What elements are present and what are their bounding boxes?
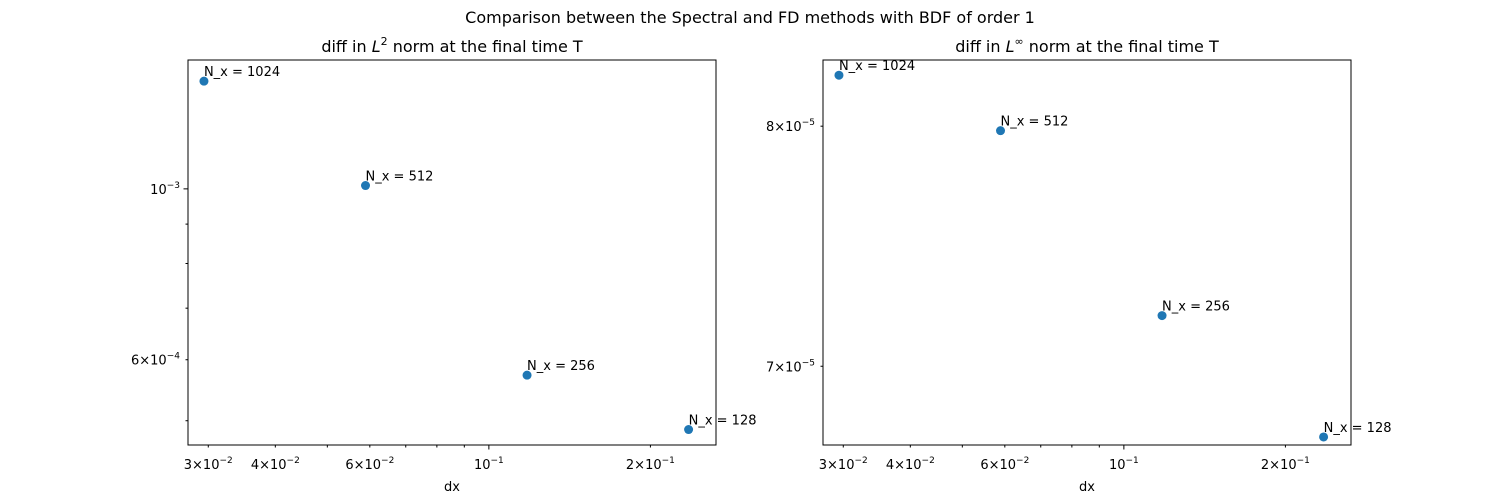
x-tick-label: 6×10−2 [345,456,394,473]
x-tick-label: 4×10−2 [886,456,935,473]
y-tick-label: 7×10−5 [766,358,815,375]
axes-frame [822,59,1352,446]
point-annotation: N_x = 1024 [839,59,915,74]
subplot-1: diff in L2 norm at the final time T dx 10−… [131,35,756,495]
subplot-title: diff in L∞ norm at the final time T [955,35,1219,56]
x-tick-label: 6×10−2 [980,456,1029,473]
data-point [1319,432,1329,442]
data-point [996,126,1006,136]
point-annotation: N_x = 256 [1162,300,1230,315]
point-annotation: N_x = 512 [1001,115,1069,130]
point-annotation: N_x = 128 [689,414,757,429]
x-tick-label: 4×10−2 [251,456,300,473]
data-point [522,370,532,380]
axes-frame [187,59,717,446]
data-point [684,425,694,435]
y-tick-label: 10−3 [150,181,180,198]
x-tick-label: 3×10−2 [184,456,233,473]
point-annotation: N_x = 128 [1324,421,1392,436]
y-tick-label: 6×10−4 [131,352,180,369]
data-point [834,70,844,80]
point-annotation: N_x = 1024 [204,65,280,80]
data-point [1157,311,1167,321]
x-tick-label: 2×10−1 [1261,456,1310,473]
subplot-2: diff in L∞ norm at the final time T dx 10−… [766,35,1391,495]
point-annotation: N_x = 256 [527,359,595,374]
x-tick-label: 10−1 [474,456,504,473]
x-tick-label: 2×10−1 [626,456,675,473]
figure-title: Comparison between the Spectral and FD m… [465,8,1035,27]
data-point [361,181,371,191]
data-point [199,76,209,86]
subplot-title: diff in L2 norm at the final time T [321,35,583,56]
x-axis-label: dx [444,480,460,495]
x-axis-label: dx [1079,480,1095,495]
x-tick-label: 10−1 [1109,456,1139,473]
x-tick-label: 3×10−2 [819,456,868,473]
y-tick-label: 8×10−5 [766,118,815,135]
point-annotation: N_x = 512 [366,170,434,185]
